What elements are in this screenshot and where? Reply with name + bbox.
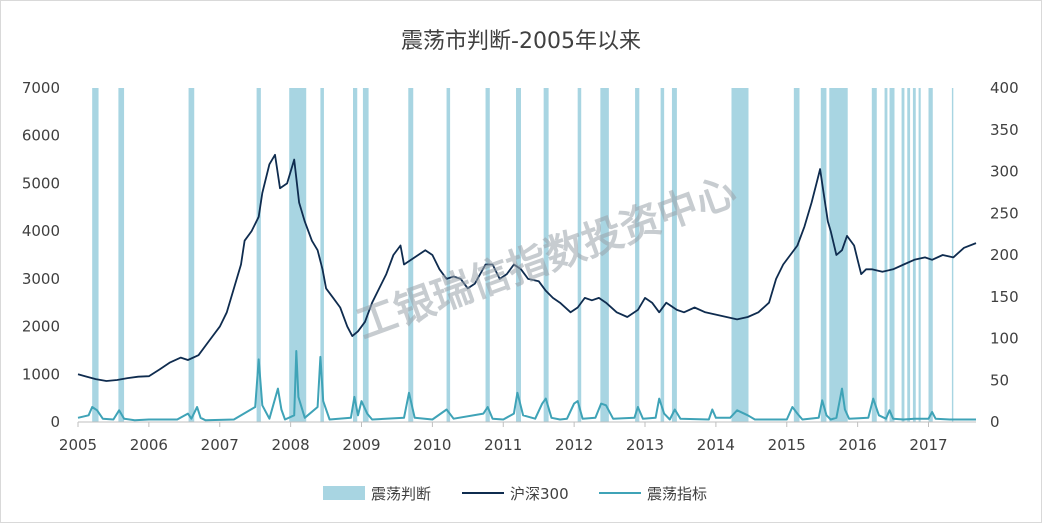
band-rect xyxy=(913,88,916,422)
y-right-tick-label: 250 xyxy=(990,204,1019,222)
y-left-tick-label: 5000 xyxy=(22,174,60,192)
y-left-tick-label: 3000 xyxy=(22,270,60,288)
x-tick-label: 2012 xyxy=(555,436,593,454)
legend-label: 震荡指标 xyxy=(647,485,707,503)
y-right-tick-label: 150 xyxy=(990,288,1019,306)
band-rect xyxy=(672,88,677,422)
x-tick-label: 2017 xyxy=(909,436,947,454)
x-tick-label: 2006 xyxy=(130,436,168,454)
band-rect xyxy=(929,88,933,422)
band-rect xyxy=(447,88,451,422)
y-left-tick-label: 6000 xyxy=(22,127,60,145)
band-rect xyxy=(885,88,888,422)
band-rect xyxy=(661,88,665,422)
band-rect xyxy=(821,88,827,422)
y-left-tick-label: 4000 xyxy=(22,222,60,240)
y-right-tick-label: 0 xyxy=(990,413,1000,431)
y-right-tick-label: 100 xyxy=(990,330,1019,348)
y-right-tick-label: 200 xyxy=(990,246,1019,264)
band-rect xyxy=(353,88,357,422)
y-right-tick-label: 350 xyxy=(990,121,1019,139)
y-right-tick-label: 300 xyxy=(990,163,1019,181)
band-rect xyxy=(872,88,877,422)
y-right-tick-label: 400 xyxy=(990,79,1019,97)
x-tick-label: 2010 xyxy=(413,436,451,454)
legend-label: 沪深300 xyxy=(510,485,569,503)
band-rect xyxy=(118,88,124,422)
y-left-tick-label: 1000 xyxy=(22,365,60,383)
x-tick-label: 2007 xyxy=(201,436,239,454)
band-rect xyxy=(731,88,748,422)
y-right-tick-label: 50 xyxy=(990,371,1009,389)
band-rect xyxy=(952,88,953,422)
band-rect xyxy=(907,88,910,422)
band-rect xyxy=(363,88,369,422)
x-tick-label: 2016 xyxy=(839,436,877,454)
y-left-tick-label: 7000 xyxy=(22,79,60,97)
band-rect xyxy=(919,88,921,422)
x-tick-label: 2014 xyxy=(697,436,735,454)
x-tick-label: 2008 xyxy=(272,436,310,454)
band-rect xyxy=(189,88,195,422)
x-tick-label: 2015 xyxy=(768,436,806,454)
legend: 震荡判断 沪深300 震荡指标 xyxy=(323,485,707,503)
legend-swatch-band xyxy=(323,486,365,500)
x-tick-label: 2009 xyxy=(342,436,380,454)
x-tick-label: 2011 xyxy=(484,436,522,454)
band-rect xyxy=(902,88,905,422)
chart-title: 震荡市判断-2005年以来 xyxy=(401,29,641,54)
x-tick-label: 2013 xyxy=(626,436,664,454)
x-tick-label: 2005 xyxy=(59,436,97,454)
y-left-tick-label: 2000 xyxy=(22,318,60,336)
band-rect xyxy=(408,88,413,422)
legend-label: 震荡判断 xyxy=(371,485,431,503)
band-rect xyxy=(829,88,847,422)
band-rect xyxy=(890,88,895,422)
band-rect xyxy=(635,88,639,422)
band-rect xyxy=(794,88,800,422)
band-rect xyxy=(92,88,98,422)
y-left-tick-label: 0 xyxy=(50,413,60,431)
